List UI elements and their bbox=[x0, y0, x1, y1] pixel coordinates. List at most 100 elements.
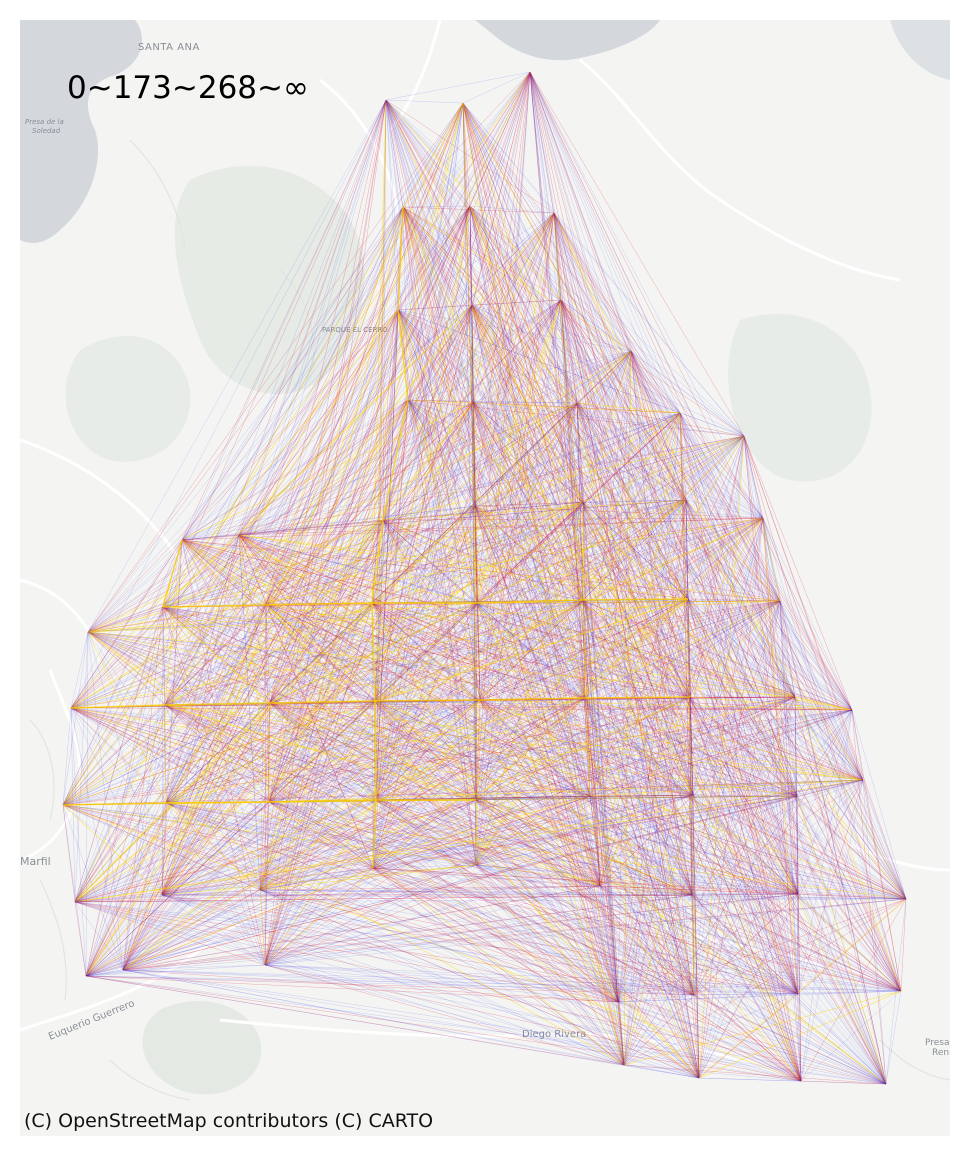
flow-line bbox=[472, 401, 802, 1082]
flow-line bbox=[471, 304, 764, 519]
flow-line bbox=[375, 602, 478, 801]
flow-line bbox=[161, 894, 695, 996]
flow-line bbox=[474, 505, 693, 896]
flow-line bbox=[476, 71, 531, 604]
flow-line bbox=[85, 889, 261, 977]
flow-line bbox=[372, 867, 625, 1066]
flow-line bbox=[576, 402, 691, 698]
flow-line bbox=[599, 794, 694, 887]
flow-line bbox=[85, 600, 781, 977]
flow-line bbox=[584, 697, 799, 995]
flow-line bbox=[375, 799, 799, 895]
flow-line bbox=[372, 867, 601, 887]
flow-line bbox=[264, 600, 781, 966]
flow-line bbox=[268, 779, 864, 803]
flow-line bbox=[589, 696, 796, 797]
flow-line bbox=[576, 402, 693, 896]
flow-line bbox=[85, 975, 625, 1066]
flow-line bbox=[238, 534, 584, 601]
map-canvas[interactable]: SANTA ANA Presa de la Soledad PARQUE EL … bbox=[20, 20, 950, 1136]
flow-line bbox=[582, 350, 632, 503]
flow-line bbox=[74, 602, 478, 903]
flow-line bbox=[402, 206, 689, 600]
flow-line bbox=[576, 402, 796, 698]
flow-line bbox=[471, 304, 586, 699]
flow-line bbox=[70, 707, 864, 781]
flow-line bbox=[630, 350, 802, 1082]
flow-line bbox=[693, 779, 864, 996]
flow-line bbox=[679, 412, 764, 519]
flow-line bbox=[462, 102, 681, 414]
flow-line bbox=[471, 212, 555, 306]
flow-line bbox=[582, 501, 625, 1066]
flow-line bbox=[582, 501, 601, 887]
flow-line bbox=[87, 599, 584, 633]
flow-line bbox=[264, 699, 481, 966]
flow-line bbox=[529, 71, 681, 414]
flow-line bbox=[181, 205, 471, 541]
flow-line bbox=[375, 799, 601, 887]
flow-line bbox=[122, 435, 745, 971]
flow-line bbox=[560, 299, 694, 796]
flow-line bbox=[269, 600, 781, 704]
flow-line bbox=[623, 598, 689, 1066]
flow-line bbox=[679, 412, 781, 602]
flow-line bbox=[85, 795, 591, 977]
flow-line bbox=[407, 399, 591, 797]
flow-line bbox=[165, 802, 700, 1079]
flow-line bbox=[122, 519, 384, 971]
flow-line bbox=[469, 205, 474, 403]
flow-line bbox=[476, 602, 700, 1079]
flow-line bbox=[165, 802, 799, 995]
flow-line bbox=[689, 435, 745, 698]
flow-line bbox=[617, 994, 695, 1003]
flow-line bbox=[87, 631, 481, 701]
flow-line bbox=[70, 606, 164, 709]
flow-line bbox=[259, 102, 464, 891]
flow-line bbox=[62, 804, 374, 869]
flow-line bbox=[529, 71, 764, 519]
flow-line bbox=[74, 867, 374, 903]
flow-line bbox=[62, 804, 700, 1079]
flow-line bbox=[582, 435, 745, 503]
flow-line bbox=[471, 304, 687, 501]
flow-line-strong bbox=[582, 598, 689, 601]
flow-line bbox=[259, 889, 693, 896]
flow-line bbox=[165, 600, 781, 804]
flow-line bbox=[689, 696, 864, 781]
flow-line bbox=[162, 519, 384, 608]
flow-line bbox=[385, 99, 887, 1085]
flow-line bbox=[402, 206, 798, 797]
flow-line bbox=[679, 412, 864, 781]
flow-line bbox=[479, 699, 802, 1082]
flow-line bbox=[372, 867, 907, 900]
flow-line bbox=[268, 697, 586, 803]
flow-line bbox=[385, 99, 687, 501]
flow-line bbox=[259, 799, 477, 891]
flow-line bbox=[553, 212, 907, 900]
flow-line bbox=[553, 212, 578, 404]
flow-line bbox=[687, 598, 907, 900]
flow-line bbox=[529, 71, 853, 711]
flow-line bbox=[259, 519, 384, 891]
flow-line bbox=[269, 702, 619, 1003]
flow-line bbox=[529, 71, 700, 1079]
flow-line bbox=[693, 994, 802, 1082]
flow-line bbox=[259, 889, 799, 995]
flow-line-strong bbox=[374, 700, 377, 801]
flow-line bbox=[62, 99, 387, 806]
flow-line bbox=[462, 102, 601, 887]
flow-line bbox=[70, 99, 387, 709]
flow-line bbox=[691, 696, 796, 896]
flow-line bbox=[62, 779, 864, 806]
flow-line bbox=[238, 309, 399, 536]
flow-line bbox=[162, 102, 464, 608]
flow-line bbox=[691, 794, 694, 896]
flow-line bbox=[385, 99, 601, 887]
flow-line bbox=[382, 519, 853, 711]
flow-line bbox=[238, 534, 864, 781]
flow-line bbox=[74, 901, 902, 992]
flow-line bbox=[87, 212, 555, 633]
flow-line bbox=[475, 696, 691, 801]
flow-line bbox=[472, 350, 632, 403]
